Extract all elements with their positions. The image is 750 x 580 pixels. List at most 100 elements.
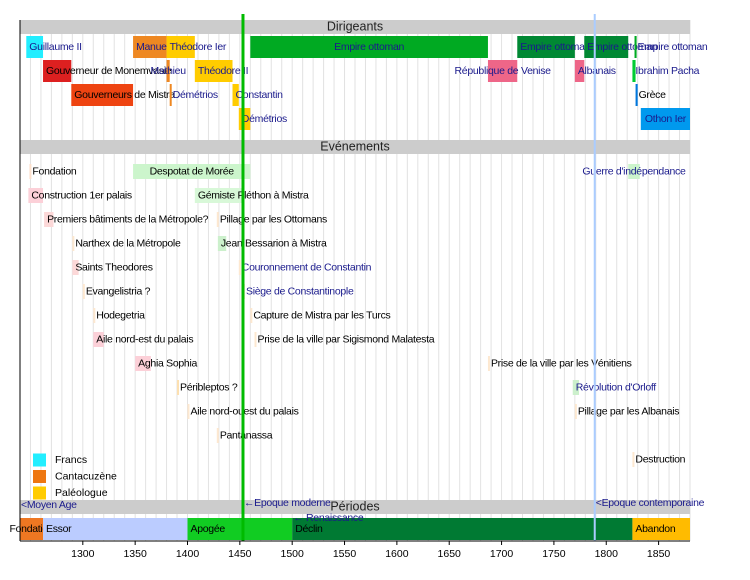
bar [133,36,167,58]
marker-label: ← Renaissance [293,512,364,524]
bar-label: République de Venise [455,65,552,77]
bar-label: Gémiste Pléthon à Mistra [198,189,309,201]
bar-label: Déclin [295,523,323,535]
marker-label: ←Epoque moderne [244,497,331,509]
bar [254,332,257,347]
bar-label: Aghia Sophia [138,357,197,369]
bar [216,428,219,443]
bar-label: Grèce [639,89,667,101]
bar-label: Aile nord-est du palais [96,333,193,345]
bar [487,60,518,82]
bar-label: Empire ottoman [520,41,590,53]
bar [93,332,104,347]
bar-label: Construction 1er palais [31,189,132,201]
bar [628,164,640,179]
bar [632,452,635,467]
bar [187,404,190,419]
bar [238,108,251,130]
bar [72,236,75,251]
bar [217,236,227,251]
bar [169,84,172,106]
bar-label: Guerre d'indépendance [582,165,686,177]
bar-label: Gouverneur de Monemvasie [46,65,172,77]
bar [216,212,219,227]
legend-swatch [33,453,46,467]
x-tick-label: 1550 [333,548,357,560]
x-tick-label: 1650 [438,548,462,560]
bar [572,380,580,395]
bar-label: Mathieu [151,65,187,77]
marker-label: <Epoque contemporaine [596,497,705,509]
x-tick-label: 1800 [595,548,619,560]
bar [177,380,180,395]
x-tick-label: 1750 [542,548,566,560]
x-tick-label: 1500 [281,548,305,560]
bar-label: Hodegetria [96,309,145,321]
bar-label: Constantin [236,89,284,101]
bar-label: Siège de Constantinople [246,285,354,297]
bar [26,36,44,58]
bar [574,404,577,419]
section-title: Périodes [330,499,379,513]
bar-label: Pantanassa [220,429,273,441]
bar-label: Saints Theodores [75,261,152,273]
bar [238,260,241,275]
bar-label: Capture de Mistra par les Turcs [253,309,390,321]
bar [72,260,79,275]
bar-label: Othon Ier [645,113,687,125]
bar-label: Couronnement de Constantin [242,261,372,273]
x-tick-label: 1350 [123,548,147,560]
bar-label: Manuel [136,41,169,53]
bar-label: Révolution d'Orloff [576,381,657,393]
bar-label: Narthex de la Métropole [75,237,181,249]
bar-label: Théodore II [198,65,248,77]
bar [640,108,690,130]
legend-swatch [33,486,46,500]
bar [71,84,134,106]
marker-label: <Moyen Age [21,499,77,511]
bar [93,308,96,323]
bar [166,60,170,82]
bar [632,60,636,82]
bar [292,518,633,540]
x-tick-label: 1400 [176,548,200,560]
bar-label: Empire ottoman [587,41,657,53]
section-header [20,500,690,514]
bar [517,36,575,58]
bar-label: Ibrahim Pacha [635,65,699,77]
bar [250,36,488,58]
bar [574,60,585,82]
bar [194,188,242,203]
bar-label: Premiers bâtiments de la Métropole? [47,213,209,225]
bar-label: Empire ottoman [334,41,404,53]
bar [634,36,637,58]
bar [635,84,638,106]
bar [44,212,54,227]
x-tick-label: 1700 [490,548,514,560]
bar [187,518,293,540]
bar-label: Prise de la ville par Sigismond Malatest… [258,333,435,345]
bar-label: Apogée [191,523,226,535]
bar-label: Pillage par les Ottomans [220,213,327,225]
section-header [20,140,690,154]
bar-label: Jean Bessarion à Mistra [221,237,327,249]
section-title: Dirigeants [327,19,383,33]
bar [82,284,85,299]
bar [194,60,233,82]
x-tick-label: 1450 [228,548,252,560]
x-tick-label: 1300 [71,548,95,560]
bar [135,356,151,371]
bar [43,518,188,540]
bar-label: Théodore Ier [170,41,227,53]
legend-label: Francs [55,454,87,466]
bar [250,308,253,323]
bar-label: Evangelistria ? [86,285,151,297]
bar [29,164,32,179]
bar-label: Péribleptos ? [180,381,238,393]
bar [166,36,195,58]
legend-label: Cantacuzène [55,470,117,482]
bar-label: Gouverneurs de Mistra [74,89,175,101]
bar-label: Prise de la ville par les Vénitiens [491,357,632,369]
bar-label: Despotat de Morée [150,165,235,177]
